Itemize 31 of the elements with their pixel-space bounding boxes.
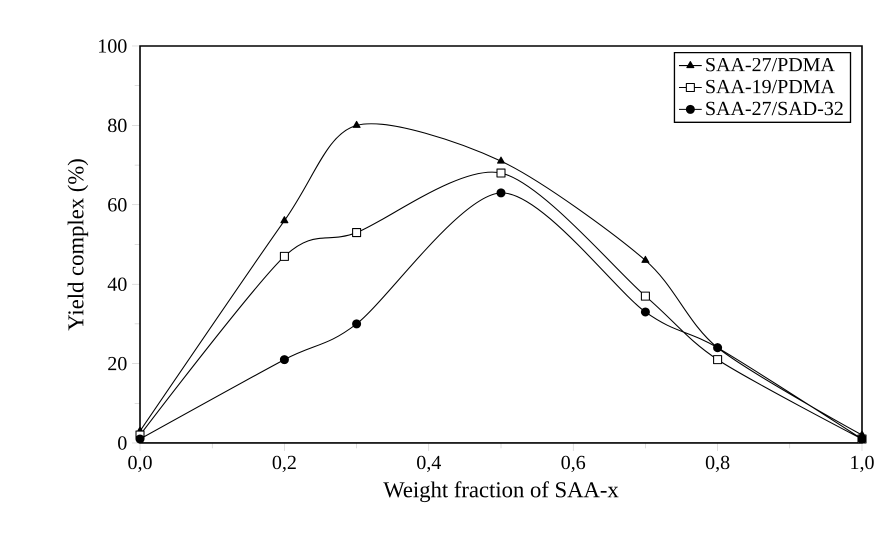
y-tick-label: 40 bbox=[108, 277, 127, 291]
point bbox=[496, 168, 506, 178]
y-tick-label: 60 bbox=[108, 198, 127, 212]
point bbox=[135, 434, 145, 444]
point bbox=[641, 256, 650, 263]
point bbox=[640, 307, 650, 317]
point bbox=[352, 120, 361, 128]
point bbox=[352, 319, 362, 328]
legend-label: SAA-19/PDMA bbox=[706, 80, 835, 94]
point bbox=[496, 188, 506, 198]
point bbox=[640, 292, 650, 301]
point bbox=[497, 156, 505, 164]
x-axis-title: Weight fraction of SAA-x bbox=[383, 481, 618, 502]
x-tick-label: 0,4 bbox=[417, 456, 441, 472]
legend-label: SAA-27/SAD-32 bbox=[706, 102, 843, 116]
y-tick-label: 20 bbox=[108, 356, 127, 370]
point bbox=[352, 228, 362, 238]
legend-label: SAA-27/PDMA bbox=[706, 58, 835, 72]
y-axis-title: Yield complex (%) bbox=[68, 159, 88, 330]
y-tick-label: 0 bbox=[118, 436, 127, 450]
x-tick-label: 0,2 bbox=[272, 456, 296, 472]
y-tick-label: 80 bbox=[108, 118, 127, 132]
point bbox=[280, 355, 289, 364]
x-tick-label: 0,6 bbox=[561, 456, 586, 472]
point bbox=[713, 355, 722, 364]
x-tick-label: 0,0 bbox=[128, 456, 152, 472]
point bbox=[280, 216, 288, 224]
x-tick-label: 1,0 bbox=[851, 456, 874, 472]
y-tick-label: 100 bbox=[99, 39, 127, 53]
x-tick-label: 0,8 bbox=[706, 456, 730, 472]
point bbox=[280, 252, 289, 261]
